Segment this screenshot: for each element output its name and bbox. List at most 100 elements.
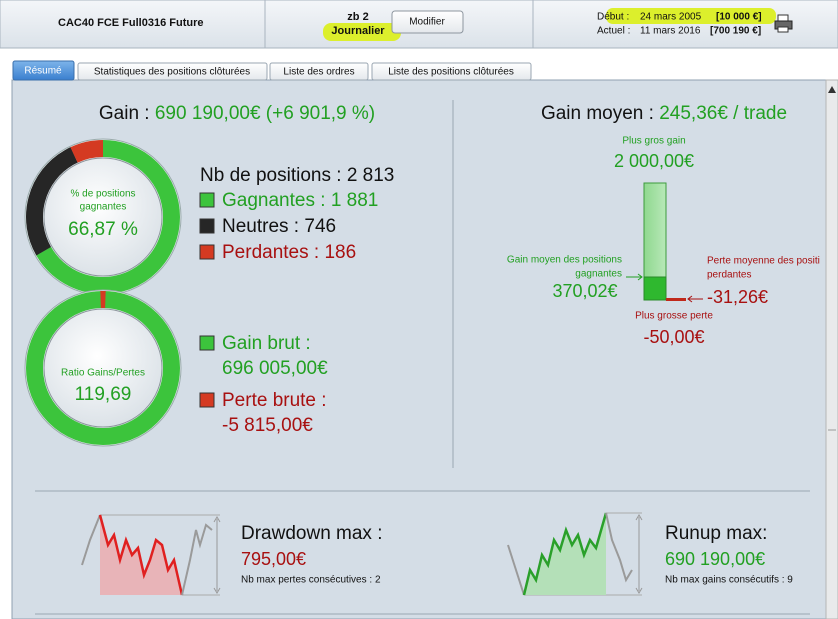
line [98,514,184,596]
hub-label: Ratio Gains/Pertes [61,368,145,379]
current-capital: [700 190 €] [710,26,761,37]
avg-loss-value: -31,26€ [707,287,768,307]
tab-frame[interactable] [371,62,532,81]
start-label: Début : [597,12,629,23]
drawdown-note: Nb max pertes consécutives : 2 [241,575,381,586]
winners: Gagnantes : 1 881 [222,190,378,211]
runup-note: Nb max gains consécutifs : 9 [665,575,793,586]
tab[interactable]: Liste des ordres [269,62,369,81]
line [81,514,101,566]
tab-label[interactable]: Statistiques des positions clôturées [94,67,250,78]
donut-segment [26,140,180,294]
tab[interactable]: Statistiques des positions clôturées [77,62,268,81]
hub-label: % de positions [70,189,135,200]
line [181,523,213,596]
timeframe: Journalier [331,25,385,37]
scroll-up[interactable] [828,86,836,93]
worst-value: -50,00€ [643,327,704,347]
tab-label[interactable]: Résumé [24,66,62,77]
label: Gain moyen : [541,103,654,124]
instrument: CAC40 FCE Full0316 Future [58,17,203,29]
tab-frame[interactable] [12,60,75,81]
hub-value: 66,87 % [68,219,138,240]
legend-swatch [199,335,215,351]
avg-loss-bar [666,298,686,301]
value: 186 [324,242,356,263]
icon-part[interactable] [777,14,789,22]
neutral: Neutres : 746 [222,216,336,237]
line [605,512,633,583]
gross-loss-value: -5 815,00€ [222,415,313,436]
arrow [626,273,643,281]
ratio-donut: Ratio Gains/Pertes 119,69 [24,289,182,447]
donut-segment [26,139,180,294]
highlight [323,23,401,41]
tab[interactable]: Résumé [12,60,75,81]
positions-total: Nb de positions : 2 813 [200,165,394,186]
tab-label[interactable]: Liste des positions clôturées [388,67,514,78]
avg-loss-label: Perte moyenne des positi [707,256,820,267]
gain: Gain : 690 190,00€ (+6 901,9 %) [99,103,375,124]
range-arrow [635,514,643,594]
avg-loss-label: perdantes [707,270,751,281]
label: Neutres : [222,216,299,237]
best-value: 2 000,00€ [614,151,694,171]
print-icon[interactable] [774,14,793,33]
current-label: Actuel : [597,26,630,37]
value: 245,36€ / trade [659,103,787,124]
line [507,544,525,596]
area [524,513,606,595]
value: 2 813 [347,165,395,186]
gross-loss-label: Perte brute : [222,390,327,411]
win-donut: % de positions gagnantes 66,87 % [24,138,182,296]
modify-button[interactable]: Modifier [391,10,464,34]
legend-swatch [199,218,215,234]
area [100,515,182,595]
line [522,512,608,596]
button-frame[interactable] [391,10,464,34]
best-label: Plus gros gain [622,136,685,147]
legend-swatch [199,392,215,408]
current-date: 11 mars 2016 [640,26,701,37]
arrow [687,295,703,303]
start-capital: [10 000 €] [716,12,762,23]
legend-swatch [199,244,215,260]
range-arrow [213,516,221,594]
runup-value: 690 190,00€ [665,549,765,569]
tab-frame[interactable] [269,62,369,81]
legend-swatch [199,192,215,208]
value: 746 [304,216,336,237]
drawdown-sparkline [81,514,221,596]
drawdown-value: 795,00€ [241,549,306,569]
tab[interactable]: Liste des positions clôturées [371,62,532,81]
donut-segment [25,291,180,445]
runup-sparkline [507,512,643,596]
drawdown-title: Drawdown max : [241,523,383,544]
label: Gagnantes : [222,190,326,211]
label: Perdantes : [222,242,319,263]
runup-title: Runup max: [665,523,767,544]
avg-win-label: gagnantes [575,269,622,280]
avg-gain-bar [643,276,667,301]
tab-label[interactable]: Liste des ordres [283,67,354,78]
avg-win-value: 370,02€ [552,281,617,301]
average-gain: Gain moyen : 245,36€ / trade [541,103,787,124]
strategy: zb 2 [347,11,368,23]
label: Nb de positions : [200,165,342,186]
hub-label: gagnantes [80,202,127,213]
scrollbar[interactable] [825,79,838,619]
start-date: 24 mars 2005 [640,12,702,23]
donut-hub [43,157,163,277]
tab-frame[interactable] [77,62,268,81]
icon-part[interactable] [777,26,789,33]
hub-value: 119,69 [75,384,132,405]
gross-gain-label: Gain brut : [222,333,311,354]
button-label[interactable]: Modifier [409,17,445,28]
highlight [606,8,776,24]
donut-hub [43,308,163,428]
avg-win-label: Gain moyen des positions [507,255,622,266]
gain-label: Gain : [99,103,150,124]
worst-label: Plus grosse perte [635,311,713,322]
losers: Perdantes : 186 [222,242,356,263]
